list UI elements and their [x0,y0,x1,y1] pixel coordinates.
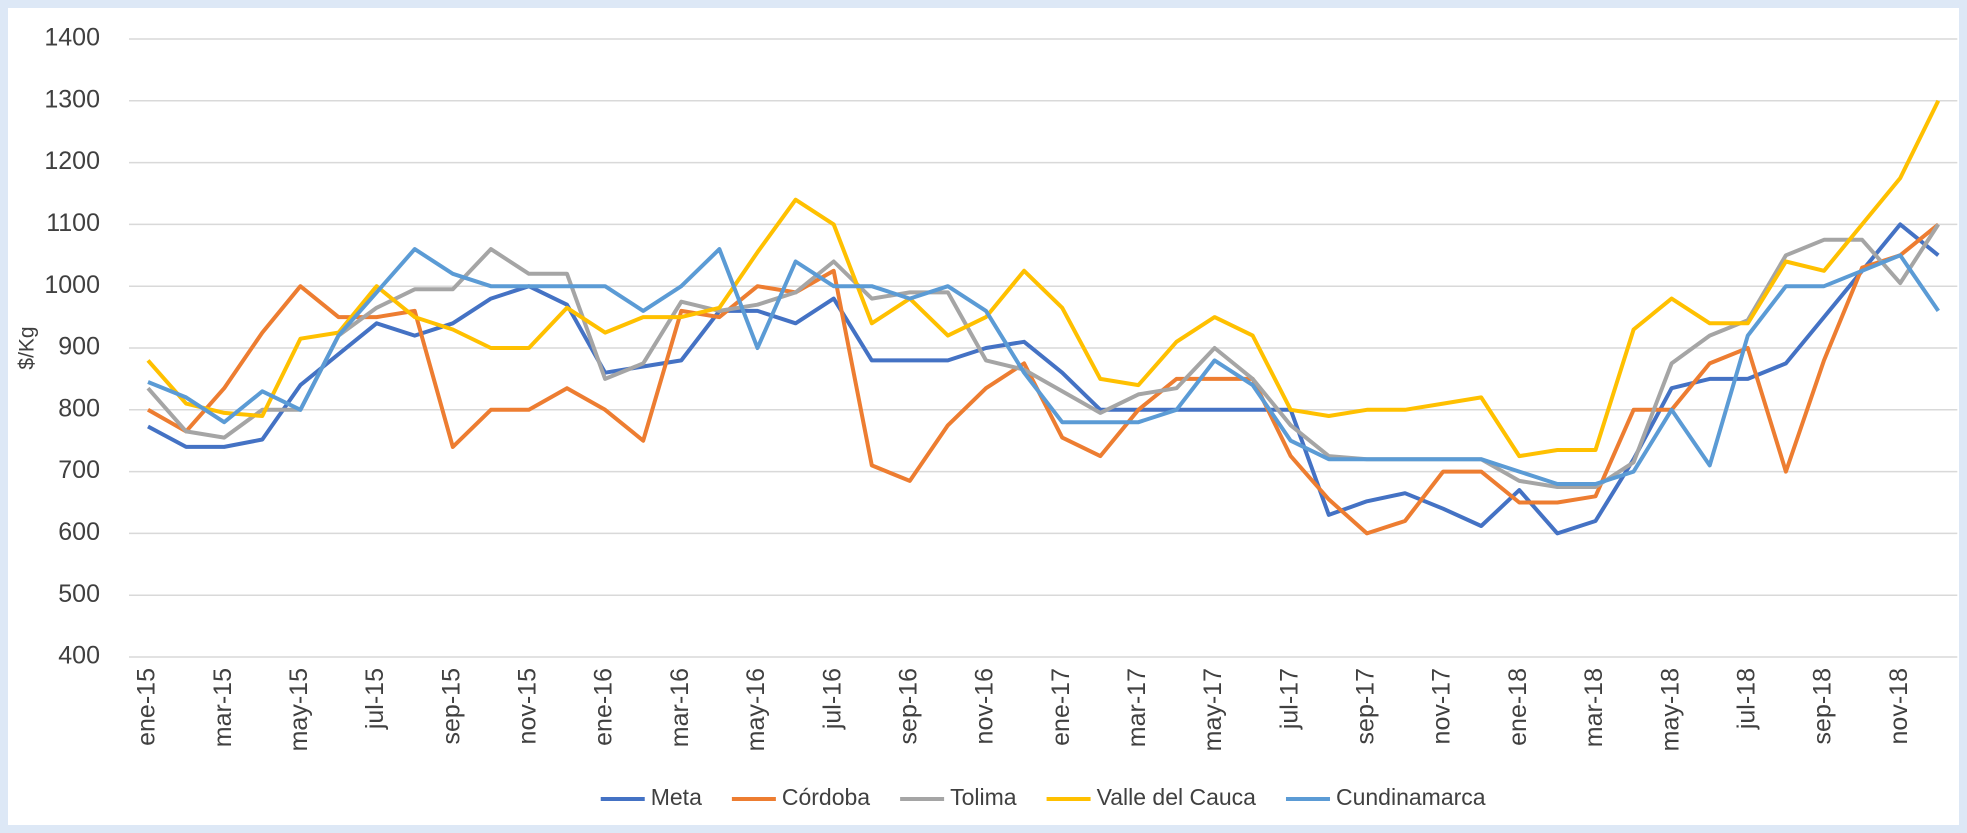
legend-label: Valle del Cauca [1097,784,1257,810]
legend-label: Córdoba [782,784,870,810]
x-tick-label: may-18 [1656,668,1684,751]
x-tick-label: sep-16 [894,668,922,744]
x-tick-label: sep-15 [437,668,465,744]
chart-area [8,8,1959,825]
y-tick-label: 700 [58,456,100,484]
x-tick-label: mar-17 [1123,668,1151,747]
legend-label: Tolima [950,784,1017,810]
y-tick-label: 1400 [44,24,100,52]
legend-label: Meta [651,784,702,810]
x-tick-label: jul-17 [1275,668,1303,730]
x-tick-label: ene-15 [133,668,161,746]
series-line [146,99,1941,459]
y-axis-title: $/Kg [16,326,39,369]
y-tick-label: 600 [58,518,100,546]
x-tick-label: jul-16 [818,668,846,730]
y-tick-label: 500 [58,580,100,608]
x-tick-label: nov-17 [1428,668,1456,744]
x-tick-label: nov-18 [1885,668,1913,744]
x-tick-label: sep-17 [1352,668,1380,744]
x-tick-label: ene-17 [1047,668,1075,746]
y-tick-label: 1100 [46,209,100,237]
x-tick-label: ene-18 [1504,668,1532,746]
x-tick-label: jul-18 [1732,668,1760,730]
x-tick-label: may-17 [1199,668,1227,751]
y-tick-label: 400 [58,642,100,670]
x-tick-label: may-16 [742,668,770,751]
x-tick-label: mar-18 [1580,668,1608,747]
y-tick-label: 1300 [44,85,100,113]
x-tick-label: mar-16 [666,668,694,747]
series-line [146,223,1940,489]
x-tick-label: may-15 [285,668,313,751]
y-tick-label: 900 [58,333,100,361]
x-tick-label: ene-16 [590,668,618,746]
x-tick-label: nov-15 [514,668,542,744]
y-tick-label: 800 [58,394,100,422]
y-tick-label: 1200 [44,147,100,175]
x-tick-label: mar-15 [209,668,237,747]
series-line [147,247,1940,486]
y-tick-label: 1000 [44,271,100,299]
x-tick-label: jul-15 [361,668,389,730]
legend-label: Cundinamarca [1336,784,1486,810]
x-tick-label: sep-18 [1809,668,1837,744]
x-tick-label: nov-16 [971,668,999,744]
